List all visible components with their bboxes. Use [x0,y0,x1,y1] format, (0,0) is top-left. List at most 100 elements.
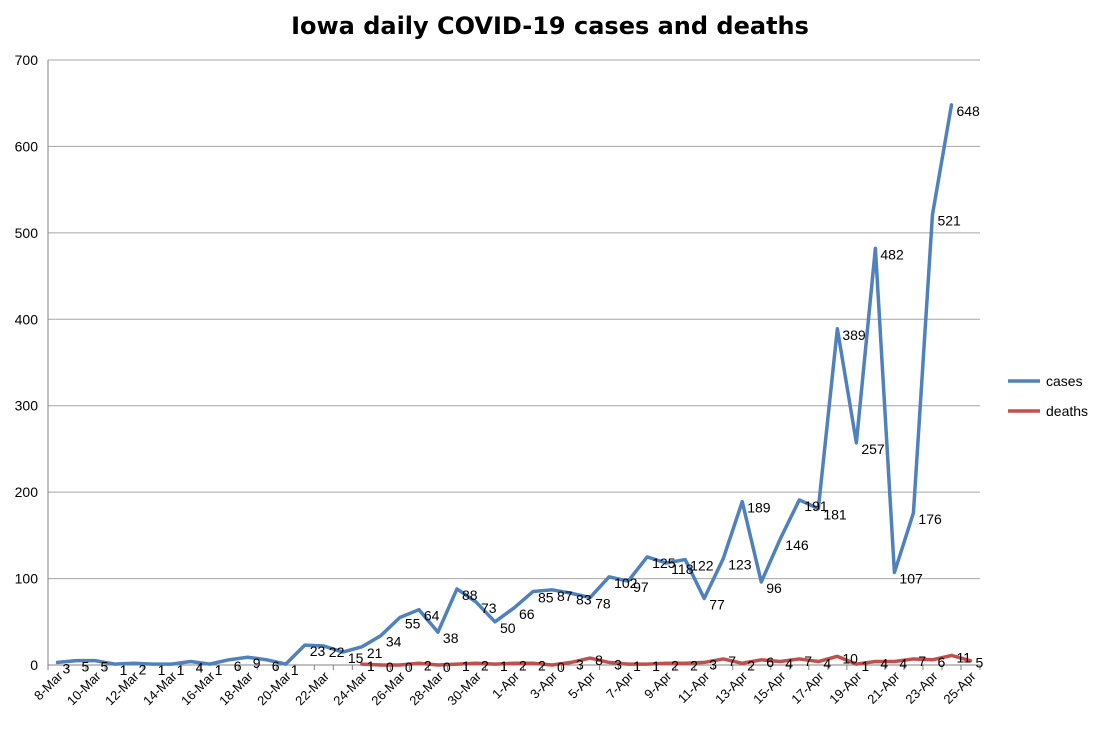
data-label-deaths: 4 [880,656,888,672]
data-label-cases: 257 [861,441,885,457]
x-tick-label: 7-Apr [603,668,637,702]
y-tick-label: 100 [15,571,39,587]
data-label-deaths: 0 [443,659,451,675]
chart-title: Iowa daily COVID-19 cases and deaths [291,12,809,40]
data-label-cases: 85 [538,590,554,606]
data-label-deaths: 5 [975,655,983,671]
data-label-cases: 181 [823,507,847,523]
data-label-cases: 122 [690,558,714,574]
x-tick-label: 24-Mar [330,668,370,708]
data-label-deaths: 1 [367,658,375,674]
data-label-cases: 97 [633,579,649,595]
legend-label-deaths: deaths [1046,403,1088,419]
x-tick-label: 11-Apr [675,668,713,706]
data-label-deaths: 7 [804,653,812,669]
data-label-cases: 1 [158,662,166,678]
data-label-cases: 83 [576,591,592,607]
data-label-cases: 1 [215,662,223,678]
data-label-cases: 648 [956,103,980,119]
data-label-deaths: 4 [899,656,907,672]
x-tick-label: 15-Apr [750,668,789,707]
series-lines [55,103,973,667]
data-label-deaths: 1 [500,658,508,674]
data-label-cases: 34 [386,634,402,650]
data-label-deaths: 2 [519,657,527,673]
data-label-deaths: 2 [671,657,679,673]
data-label-cases: 88 [462,587,478,603]
data-label-deaths: 7 [918,653,926,669]
data-label-cases: 1 [291,662,299,678]
y-axis-ticks: 0 100 200 300 400 500 600 700 [15,52,39,673]
data-label-deaths: 3 [576,656,584,672]
data-label-deaths: 3 [709,656,717,672]
data-label-cases: 6 [234,658,242,674]
data-label-deaths: 8 [595,652,603,668]
x-tick-label: 13-Apr [712,668,751,707]
data-label-deaths: 1 [652,658,660,674]
data-label-cases: 107 [899,571,923,587]
data-label-cases: 146 [785,537,809,553]
data-label-cases: 22 [329,644,345,660]
data-label-cases: 123 [728,557,752,573]
data-label-cases: 50 [500,620,516,636]
data-label-cases: 96 [766,580,782,596]
data-label-cases: 77 [709,596,725,612]
data-label-cases: 5 [101,659,109,675]
data-label-cases: 1 [120,662,128,678]
data-label-deaths: 2 [747,657,755,673]
gridlines [48,59,980,580]
data-label-cases: 482 [880,246,904,262]
data-label-deaths: 0 [386,659,394,675]
y-tick-label: 0 [30,657,38,673]
data-label-deaths: 7 [728,653,736,669]
data-label-cases: 38 [443,630,459,646]
data-label-cases: 191 [804,498,828,514]
data-label-cases: 118 [671,561,694,577]
data-label-deaths: 2 [690,657,698,673]
data-label-deaths: 1 [462,658,470,674]
data-label-cases: 189 [747,500,771,516]
y-tick-label: 300 [15,398,39,414]
x-tick-label: 17-Apr [788,668,827,707]
y-tick-label: 200 [15,484,39,500]
data-label-deaths: 11 [956,649,971,665]
data-label-cases: 2 [139,661,147,677]
data-label-deaths: 6 [937,654,945,670]
data-label-deaths: 0 [405,659,413,675]
data-label-deaths: 2 [481,657,489,673]
y-tick-label: 700 [15,52,39,68]
data-label-cases: 521 [937,213,961,229]
x-tick-label: 8-Mar [31,668,66,703]
data-label-cases: 9 [253,655,261,671]
data-label-cases: 102 [614,575,638,591]
data-label-cases: 125 [652,555,676,571]
data-label-cases: 64 [424,608,440,624]
data-label-cases: 3 [63,660,71,676]
data-label-cases: 389 [842,327,866,343]
series-line-deaths [360,653,973,667]
x-tick-label: 21-Apr [864,668,903,707]
x-tick-label: 5-Apr [565,668,599,702]
data-label-cases: 78 [595,596,611,612]
y-tick-label: 600 [15,138,39,154]
data-label-cases: 5 [82,659,90,675]
data-label-cases: 21 [367,645,383,661]
data-label-deaths: 6 [766,654,774,670]
data-label-deaths: 4 [785,656,793,672]
series-line-cases [55,103,954,666]
data-label-cases: 176 [918,511,942,527]
data-label-deaths: 2 [538,657,546,673]
data-label-deaths: 3 [614,656,622,672]
data-label-cases: 66 [519,606,535,622]
data-label-cases: 1 [177,662,185,678]
data-label-cases: 15 [348,650,364,666]
data-label-deaths: 0 [557,659,565,675]
data-label-deaths: 1 [633,658,641,674]
legend: cases deaths [1008,373,1088,419]
data-label-cases: 55 [405,615,421,631]
data-label-cases: 6 [272,658,280,674]
data-label-cases: 23 [310,643,326,659]
y-tick-label: 500 [15,225,39,241]
